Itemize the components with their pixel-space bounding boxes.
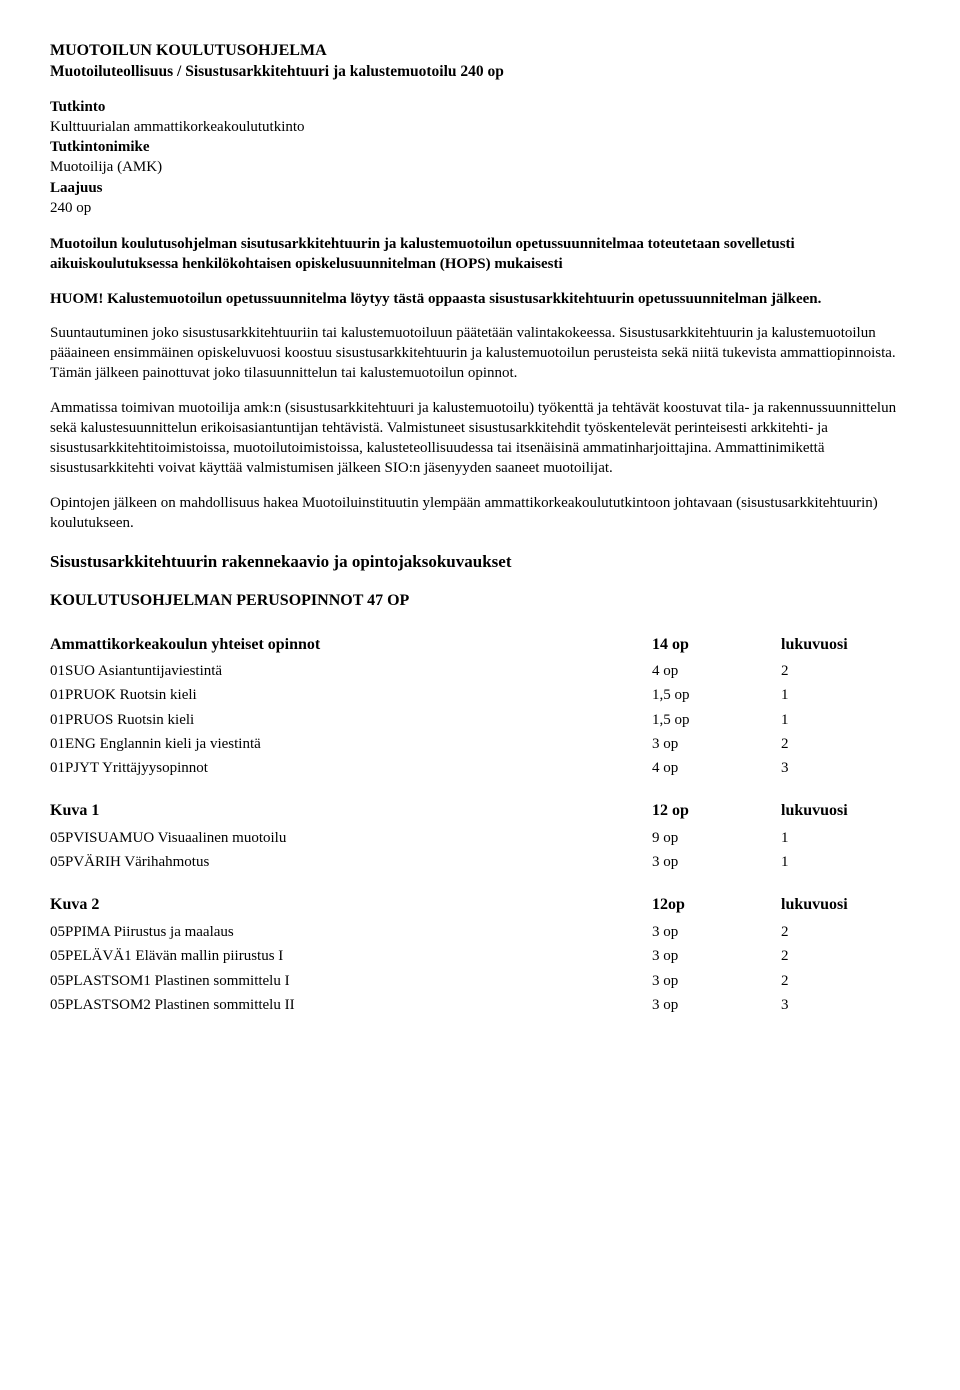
main-section-heading: KOULUTUSOHJELMAN PERUSOPINNOT 47 OP	[50, 590, 910, 612]
meta-label-tutkintonimike: Tutkintonimike	[50, 139, 150, 155]
course-luku: 2	[781, 659, 910, 683]
course-luku: 1	[781, 708, 910, 732]
group-op: 14 op	[652, 624, 781, 660]
course-luku: 3	[781, 756, 910, 780]
table-row: 01SUO Asiantuntijaviestintä 4 op 2	[50, 659, 910, 683]
intro-p2: HUOM! Kalustemuotoilun opetussuunnitelma…	[50, 289, 910, 309]
table-row: 05PELÄVÄ1 Elävän mallin piirustus I 3 op…	[50, 944, 910, 968]
meta-label-laajuus: Laajuus	[50, 180, 103, 196]
course-op: 1,5 op	[652, 708, 781, 732]
page-title: MUOTOILUN KOULUTUSOHJELMA	[50, 40, 910, 62]
page-subtitle: Muotoiluteollisuus / Sisustusarkkitehtuu…	[50, 62, 910, 83]
meta-label-tutkinto: Tutkinto	[50, 99, 105, 115]
course-op: 3 op	[652, 944, 781, 968]
group-title: Ammattikorkeakoulun yhteiset opinnot	[50, 624, 652, 660]
course-name: 05PVISUAMUO Visuaalinen muotoilu	[50, 826, 652, 850]
course-op: 3 op	[652, 969, 781, 993]
course-name: 05PVÄRIH Värihahmotus	[50, 850, 652, 874]
course-table-1: Ammattikorkeakoulun yhteiset opinnot 14 …	[50, 624, 910, 781]
intro-p4: Ammatissa toimivan muotoilija amk:n (sis…	[50, 398, 910, 479]
course-luku: 1	[781, 850, 910, 874]
table-row: 01ENG Englannin kieli ja viestintä 3 op …	[50, 732, 910, 756]
course-name: 05PELÄVÄ1 Elävän mallin piirustus I	[50, 944, 652, 968]
course-luku: 2	[781, 944, 910, 968]
intro-p5: Opintojen jälkeen on mahdollisuus hakea …	[50, 493, 910, 534]
course-name: 05PLASTSOM2 Plastinen sommittelu II	[50, 993, 652, 1017]
course-name: 01PRUOS Ruotsin kieli	[50, 708, 652, 732]
group-header: Ammattikorkeakoulun yhteiset opinnot 14 …	[50, 624, 910, 660]
course-op: 4 op	[652, 659, 781, 683]
course-name: 01PJYT Yrittäjyysopinnot	[50, 756, 652, 780]
intro-p1: Muotoilun koulutusohjelman sisutusarkkit…	[50, 234, 910, 275]
structure-heading: Sisustusarkkitehtuurin rakennekaavio ja …	[50, 551, 910, 574]
course-op: 3 op	[652, 993, 781, 1017]
meta-value-tutkintonimike: Muotoilija (AMK)	[50, 159, 162, 175]
course-name: 01PRUOK Ruotsin kieli	[50, 683, 652, 707]
table-row: 01PJYT Yrittäjyysopinnot 4 op 3	[50, 756, 910, 780]
group-header: Kuva 2 12op lukuvuosi	[50, 884, 910, 920]
group-op: 12 op	[652, 790, 781, 826]
course-table-3: Kuva 2 12op lukuvuosi 05PPIMA Piirustus …	[50, 884, 910, 1017]
table-row: 01PRUOS Ruotsin kieli 1,5 op 1	[50, 708, 910, 732]
course-op: 9 op	[652, 826, 781, 850]
table-row: 05PLASTSOM2 Plastinen sommittelu II 3 op…	[50, 993, 910, 1017]
course-name: 01ENG Englannin kieli ja viestintä	[50, 732, 652, 756]
meta-value-laajuus: 240 op	[50, 200, 91, 216]
table-row: 05PPIMA Piirustus ja maalaus 3 op 2	[50, 920, 910, 944]
meta-block: Tutkinto Kulttuurialan ammattikorkeakoul…	[50, 97, 910, 219]
course-name: 01SUO Asiantuntijaviestintä	[50, 659, 652, 683]
course-op: 3 op	[652, 850, 781, 874]
course-luku: 1	[781, 683, 910, 707]
intro-p3: Suuntautuminen joko sisustusarkkitehtuur…	[50, 323, 910, 384]
group-luku: lukuvuosi	[781, 790, 910, 826]
course-name: 05PLASTSOM1 Plastinen sommittelu I	[50, 969, 652, 993]
course-op: 1,5 op	[652, 683, 781, 707]
course-op: 3 op	[652, 732, 781, 756]
course-luku: 2	[781, 732, 910, 756]
course-luku: 2	[781, 920, 910, 944]
course-op: 3 op	[652, 920, 781, 944]
course-luku: 1	[781, 826, 910, 850]
group-luku: lukuvuosi	[781, 624, 910, 660]
group-title: Kuva 1	[50, 790, 652, 826]
group-op: 12op	[652, 884, 781, 920]
meta-value-tutkinto: Kulttuurialan ammattikorkeakoulututkinto	[50, 119, 305, 135]
course-table-2: Kuva 1 12 op lukuvuosi 05PVISUAMUO Visua…	[50, 790, 910, 874]
table-row: 05PLASTSOM1 Plastinen sommittelu I 3 op …	[50, 969, 910, 993]
course-name: 05PPIMA Piirustus ja maalaus	[50, 920, 652, 944]
course-luku: 3	[781, 993, 910, 1017]
group-header: Kuva 1 12 op lukuvuosi	[50, 790, 910, 826]
table-row: 01PRUOK Ruotsin kieli 1,5 op 1	[50, 683, 910, 707]
group-luku: lukuvuosi	[781, 884, 910, 920]
group-title: Kuva 2	[50, 884, 652, 920]
table-row: 05PVISUAMUO Visuaalinen muotoilu 9 op 1	[50, 826, 910, 850]
course-luku: 2	[781, 969, 910, 993]
table-row: 05PVÄRIH Värihahmotus 3 op 1	[50, 850, 910, 874]
course-op: 4 op	[652, 756, 781, 780]
